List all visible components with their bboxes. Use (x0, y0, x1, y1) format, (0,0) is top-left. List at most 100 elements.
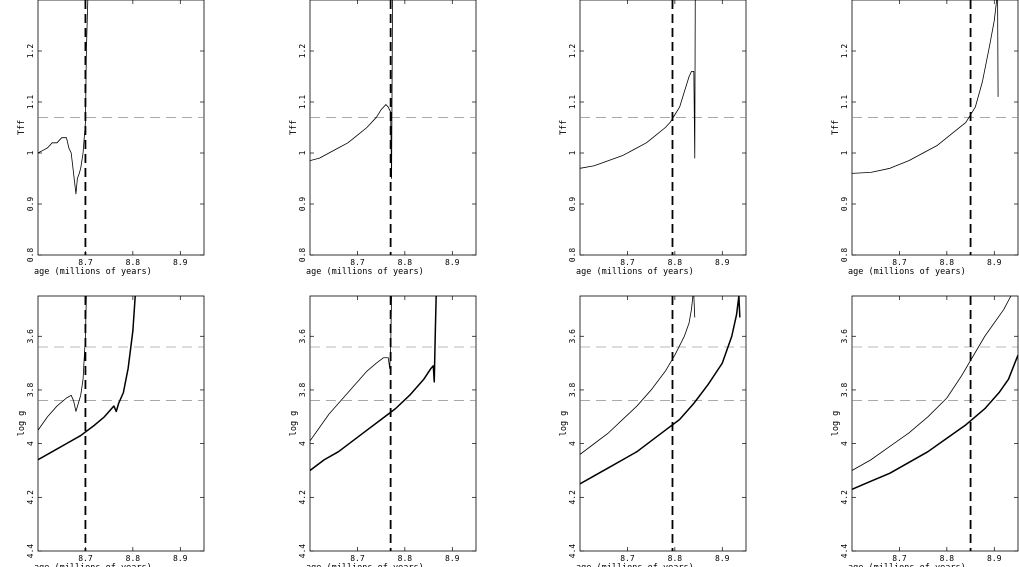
panel-top-4: 0.8 0.9 1 1.1 1.2 8.7 8.8 8.9 age (millions of y… (831, 0, 1019, 277)
x-tick-label: 8.9 (445, 258, 460, 267)
x-tick-label: 8.8 (940, 554, 955, 563)
y-tick-label: 4 (298, 441, 307, 446)
series-line-1 (38, 296, 87, 431)
y-tick-label: 4.4 (840, 544, 849, 559)
y-tick-label: 3.6 (26, 329, 35, 344)
plot-area (580, 0, 746, 255)
y-tick-label: 3.6 (298, 329, 307, 344)
y-tick-label: 1 (568, 150, 577, 155)
y-axis-label: Tff (289, 120, 299, 135)
x-axis-label: age (millions of years) (848, 267, 966, 277)
series-line-1 (310, 296, 392, 442)
panel-bottom-3: 3.6 3.8 4 4.2 4.4 8.7 8.8 8.9 age (millions of y… (559, 295, 747, 567)
x-axis-label: age (millions of years) (34, 267, 152, 277)
x-tick-label: 8.7 (620, 258, 635, 267)
panel-bottom-4: 3.6 3.8 4 4.2 4.4 8.7 8.8 8.9 age (millions of y… (831, 295, 1019, 567)
series-line-1 (852, 296, 1012, 471)
y-tick-label: 0.8 (298, 248, 307, 263)
y-tick-label: 0.9 (26, 197, 35, 212)
y-tick-label: 0.8 (840, 248, 849, 263)
plot-frame (37, 295, 205, 552)
y-tick-label: 1.1 (26, 95, 35, 110)
series-line-1 (580, 296, 696, 455)
plot-frame (851, 0, 1019, 256)
y-tick-label: 1.2 (840, 44, 849, 59)
x-tick-label: 8.7 (78, 554, 93, 563)
y-axis-label: log g (831, 411, 841, 437)
panel-top-1: 0.8 0.9 1 1.1 1.2 8.7 8.8 8.9 age (millions of y… (17, 0, 205, 277)
y-tick-label: 4.2 (568, 490, 577, 505)
x-tick-label: 8.8 (398, 258, 413, 267)
y-tick-label: 0.9 (298, 197, 307, 212)
plot-area (852, 0, 1018, 255)
y-tick-label: 1.1 (840, 95, 849, 110)
plot-area (38, 0, 204, 255)
y-tick-label: 4 (568, 441, 577, 446)
series-line-1 (580, 0, 696, 169)
y-tick-label: 4.2 (26, 490, 35, 505)
series-line-2 (580, 296, 741, 485)
y-axis-label: log g (17, 411, 27, 437)
y-tick-label: 3.8 (26, 383, 35, 398)
y-tick-label: 3.8 (840, 383, 849, 398)
y-tick-label: 0.8 (26, 248, 35, 263)
y-tick-label: 4 (840, 441, 849, 446)
y-tick-label: 0.9 (840, 197, 849, 212)
plot-area (310, 0, 476, 255)
y-tick-label: 3.8 (568, 383, 577, 398)
x-axis-label: age (millions of years) (576, 267, 694, 277)
panel-bottom-2: 3.6 3.8 4 4.2 4.4 8.7 8.8 8.9 age (millions of y… (289, 295, 477, 567)
series-line-1 (310, 0, 393, 179)
x-tick-label: 8.9 (445, 554, 460, 563)
x-tick-label: 8.8 (398, 554, 413, 563)
y-tick-label: 1 (298, 150, 307, 155)
x-tick-label: 8.7 (620, 554, 635, 563)
y-tick-label: 1.1 (568, 95, 577, 110)
y-tick-label: 4.2 (840, 490, 849, 505)
plot-area (38, 296, 204, 551)
x-tick-label: 8.9 (987, 554, 1002, 563)
y-axis-label: log g (559, 411, 569, 437)
y-tick-label: 1.2 (26, 44, 35, 59)
series-line-2 (852, 354, 1018, 490)
y-tick-label: 1 (840, 150, 849, 155)
plot-frame (309, 295, 477, 552)
y-tick-label: 1.2 (298, 44, 307, 59)
panel-top-3: 0.8 0.9 1 1.1 1.2 8.7 8.8 8.9 age (millions of y… (559, 0, 747, 277)
y-tick-label: 3.8 (298, 383, 307, 398)
y-tick-label: 0.9 (568, 197, 577, 212)
x-axis-label: age (millions of years) (306, 563, 424, 567)
x-tick-label: 8.8 (668, 554, 683, 563)
y-tick-label: 1 (26, 150, 35, 155)
series-line-2 (310, 296, 437, 472)
plot-frame (851, 295, 1019, 552)
x-tick-label: 8.7 (78, 258, 93, 267)
x-axis-label: age (millions of years) (576, 563, 694, 567)
x-axis-label: age (millions of years) (848, 563, 966, 567)
plot-area (310, 296, 476, 551)
y-tick-label: 1.2 (568, 44, 577, 59)
y-tick-label: 3.6 (840, 329, 849, 344)
y-tick-label: 1.1 (298, 95, 307, 110)
x-tick-label: 8.9 (715, 258, 730, 267)
y-tick-label: 0.8 (568, 248, 577, 263)
x-tick-label: 8.8 (668, 258, 683, 267)
y-tick-label: 4.4 (568, 544, 577, 559)
plot-frame (37, 0, 205, 256)
series-line-2 (38, 296, 136, 461)
x-axis-label: age (millions of years) (34, 563, 152, 567)
y-tick-label: 4.4 (298, 544, 307, 559)
x-tick-label: 8.7 (350, 554, 365, 563)
x-tick-label: 8.9 (987, 258, 1002, 267)
x-tick-label: 8.8 (126, 554, 141, 563)
plot-frame (579, 0, 747, 256)
series-line-1 (852, 0, 999, 174)
y-axis-label: log g (289, 411, 299, 437)
y-tick-label: 4.4 (26, 544, 35, 559)
y-tick-label: 4.2 (298, 490, 307, 505)
x-tick-label: 8.8 (940, 258, 955, 267)
y-axis-label: Tff (559, 120, 569, 135)
series-line-1 (38, 0, 89, 195)
y-tick-label: 3.6 (568, 329, 577, 344)
